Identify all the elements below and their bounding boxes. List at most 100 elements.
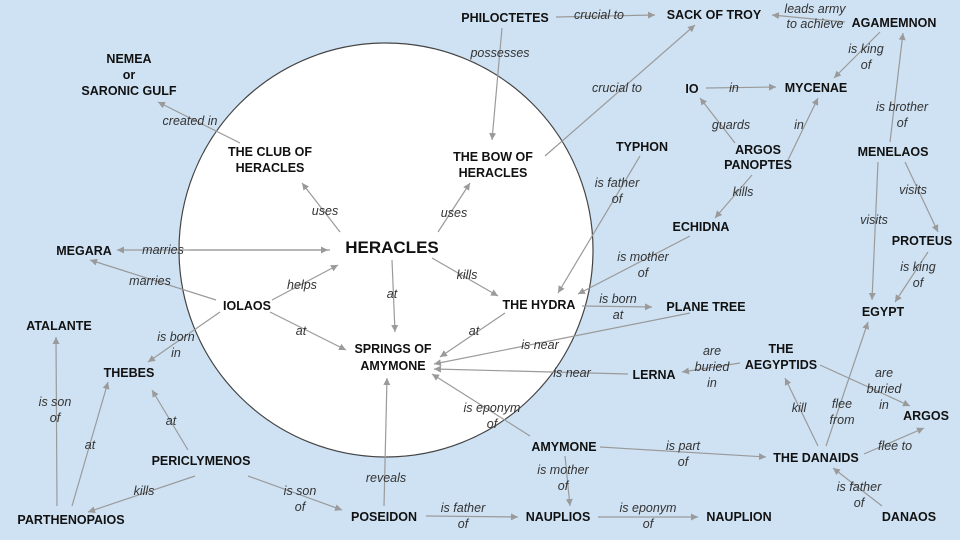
node-lerna: LERNA xyxy=(632,368,675,382)
edge-danaids-aegyptids xyxy=(784,377,819,447)
edge-menelaos-egypt xyxy=(868,161,879,301)
node-parthenopaios: PARTHENOPAIOS xyxy=(17,513,124,527)
edge-label: kill xyxy=(792,401,808,415)
edge-label: is part of xyxy=(666,439,701,469)
edge-bow-sack xyxy=(544,24,696,157)
edge-label: possesses xyxy=(469,46,529,60)
node-danaids: THE DANAIDS xyxy=(773,451,858,465)
edge-label: is born at xyxy=(599,292,637,322)
edges xyxy=(52,11,939,521)
edge-menelaos-proteus xyxy=(904,161,939,233)
edge-label: is king of xyxy=(900,260,935,290)
node-thebes: THEBES xyxy=(104,366,155,380)
node-philoctetes: PHILOCTETES xyxy=(461,11,549,25)
edge-label: kills xyxy=(733,185,754,199)
node-echidna: ECHIDNA xyxy=(673,220,730,234)
node-nauplios: NAUPLIOS xyxy=(526,510,591,524)
edge-io-mycenae xyxy=(705,83,777,91)
edge-heracles-bow xyxy=(437,182,471,233)
edge-danaos-danaids xyxy=(832,467,883,507)
node-mycenae: MYCENAE xyxy=(785,81,848,95)
node-menelaos: MENELAOS xyxy=(858,145,929,159)
edge-menelaos-agamemnon xyxy=(889,32,906,143)
edge-label: is son of xyxy=(284,484,317,514)
edge-periclymenos-thebes xyxy=(151,389,189,451)
edge-label: marries xyxy=(142,243,184,257)
edge-hydra-plane xyxy=(581,303,653,311)
edge-panoptes-io xyxy=(699,97,736,144)
edge-label: crucial to xyxy=(574,8,624,22)
edge-label: guards xyxy=(712,118,750,132)
edge-label: is born in xyxy=(157,330,195,360)
edge-lerna-springs xyxy=(433,365,629,375)
edge-iolaos-thebes xyxy=(147,311,221,363)
edge-aegyptids-argos xyxy=(819,364,911,407)
node-club-of-heracles: THE CLUB OF HERACLES xyxy=(228,145,312,175)
edge-label: kills xyxy=(134,484,155,498)
edge-label: is king of xyxy=(848,42,883,72)
edge-poseidon-springs xyxy=(383,377,391,507)
node-agamemnon: AGAMEMNON xyxy=(852,16,937,30)
edge-label: visits xyxy=(899,183,927,197)
edge-label: is son of xyxy=(39,395,72,425)
edge-iolaos-megara xyxy=(89,258,217,301)
edge-label: are buried in xyxy=(695,344,731,390)
edge-label: at xyxy=(387,287,398,301)
edge-amymone-danaids xyxy=(599,446,767,461)
edge-parthenopaios-thebes xyxy=(71,381,110,507)
node-argos-city: ARGOS xyxy=(903,409,949,423)
node-nauplion: NAUPLION xyxy=(706,510,771,524)
edge-label: is father of xyxy=(837,480,882,510)
edge-label: uses xyxy=(441,206,467,220)
edge-iolaos-heracles xyxy=(271,264,339,301)
edge-danaids-egypt xyxy=(825,321,870,447)
node-sack-of-troy: SACK OF TROY xyxy=(667,8,762,22)
node-egypt: EGYPT xyxy=(862,305,905,319)
edge-amymone-nauplios xyxy=(564,455,573,507)
edge-label: flee from xyxy=(830,397,855,427)
edge-label: visits xyxy=(860,213,888,227)
edge-panoptes-mycenae xyxy=(787,97,819,161)
edge-label: created in xyxy=(163,114,218,128)
nodes: HERACLES THE CLUB OF HERACLES THE BOW OF H… xyxy=(17,8,952,527)
edge-philoctetes-sack xyxy=(555,11,656,19)
edge-label: is near xyxy=(553,366,591,380)
edge-label: at xyxy=(166,414,177,428)
node-bow-of-heracles: THE BOW OF HERACLES xyxy=(453,150,533,180)
edge-echidna-hydra xyxy=(577,235,691,295)
node-nemea: NEMEA or SARONIC GULF xyxy=(81,52,177,98)
node-danaos: DANAOS xyxy=(882,510,936,524)
edge-label: marries xyxy=(129,274,171,288)
edge-agamemnon-mycenae xyxy=(833,31,881,79)
edge-periclymenos-poseidon xyxy=(247,475,343,511)
node-argos-panoptes: ARGOS PANOPTES xyxy=(724,143,792,172)
edge-label: helps xyxy=(287,278,317,292)
node-amymone: AMYMONE xyxy=(531,440,596,454)
edge-label: flee to xyxy=(878,439,912,453)
edge-label: is eponym of xyxy=(620,501,677,531)
node-heracles: HERACLES xyxy=(345,238,439,257)
edge-heracles-springs xyxy=(391,259,399,333)
edge-heracles-club xyxy=(301,182,341,233)
edge-labels: created in uses uses marries marries hel… xyxy=(39,2,936,531)
edge-label: is eponym of xyxy=(464,401,521,431)
edge-label: is mother of xyxy=(617,250,669,280)
edge-label: uses xyxy=(312,204,338,218)
edge-label: at xyxy=(296,324,307,338)
edge-label: leads army to achieve xyxy=(784,2,846,31)
edge-poseidon-nauplios xyxy=(425,513,519,521)
node-plane-tree: PLANE TREE xyxy=(666,300,745,314)
edge-club-nemea xyxy=(157,101,241,144)
edge-hydra-springs xyxy=(439,312,506,358)
edge-label: at xyxy=(469,324,480,338)
edge-label: at xyxy=(85,438,96,452)
node-iolaos: IOLAOS xyxy=(223,299,271,313)
edge-iolaos-springs xyxy=(269,311,347,351)
edge-agamemnon-sack xyxy=(771,12,846,23)
edge-label: in xyxy=(794,118,804,132)
edge-label: crucial to xyxy=(592,81,642,95)
edge-typhon-hydra xyxy=(557,155,641,294)
edge-label: is father of xyxy=(595,176,640,206)
node-springs-of-amymone: SPRINGS OF AMYMONE xyxy=(354,342,431,373)
